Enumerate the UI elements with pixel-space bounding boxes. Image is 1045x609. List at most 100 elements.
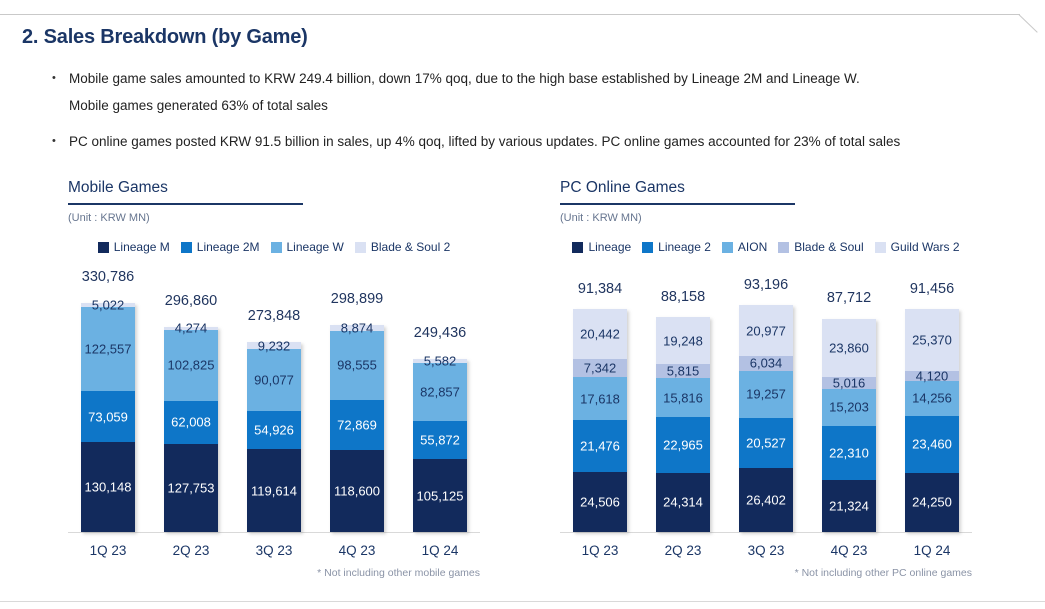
segment-value-label: 19,257	[746, 386, 786, 402]
legend-label: Lineage 2M	[196, 240, 260, 254]
legend-item: Lineage 2	[642, 240, 711, 254]
bar-segment: 19,248	[656, 317, 710, 365]
category-label: 4Q 23	[338, 543, 376, 558]
legend-item: Lineage W	[270, 240, 344, 254]
bar-segment: 24,506	[573, 472, 627, 532]
bullet-item: • PC online games posted KRW 91.5 billio…	[50, 128, 1017, 155]
legend-swatch-icon	[180, 241, 192, 253]
unit-label: (Unit : KRW MN)	[560, 212, 642, 224]
bar-segment: 4,274	[164, 321, 218, 336]
segment-value-label: 82,857	[420, 384, 460, 400]
segment-value-label: 54,926	[254, 422, 294, 438]
category-label: 3Q 23	[747, 543, 785, 558]
mobile-games-chart-panel: Mobile Games (Unit : KRW MN) Lineage M Li…	[68, 179, 480, 579]
segment-value-label: 22,310	[829, 445, 869, 461]
bar-segment: 26,402	[739, 467, 793, 532]
bar-segment: 118,600	[330, 449, 384, 532]
stacked-bar: 118,600 72,869 98,555 8,874	[330, 321, 384, 532]
bar-segment: 5,582	[413, 354, 467, 369]
segment-value-label: 72,869	[337, 417, 377, 433]
segment-value-label: 15,203	[829, 399, 869, 415]
bar-segment: 5,016	[822, 375, 876, 390]
stacked-bar-plot: 130,148 73,059 122,557 5,022 330,786 1Q 23 127…	[68, 264, 480, 558]
segment-value-label: 119,614	[250, 483, 298, 499]
segment-value-label: 127,753	[167, 480, 215, 496]
segment-value-label: 4,274	[174, 320, 208, 336]
stacked-bar: 119,614 54,926 90,077 9,232	[247, 338, 301, 532]
legend-label: Lineage W	[286, 240, 344, 254]
bar-segment: 24,314	[656, 472, 710, 532]
segment-value-label: 25,370	[912, 332, 952, 348]
bullet-dot: •	[52, 72, 56, 84]
bar-total-label: 330,786	[81, 269, 135, 285]
unit-label: (Unit : KRW MN)	[68, 212, 150, 224]
bar-group: 119,614 54,926 90,077 9,232 273,848 3Q 23	[247, 264, 301, 558]
stacked-bar: 21,324 22,310 15,203 5,016 23,860	[822, 318, 876, 532]
bar-segment: 24,250	[905, 472, 959, 532]
bar-total-label: 296,860	[164, 292, 218, 309]
bar-group: 21,324 22,310 15,203 5,016 23,860 87,712 4Q 23	[822, 264, 876, 558]
bar-group: 130,148 73,059 122,557 5,022 330,786 1Q 23	[81, 264, 135, 558]
segment-value-label: 21,324	[829, 498, 869, 514]
category-label: 1Q 23	[89, 543, 127, 558]
bar-total-label: 93,196	[743, 277, 789, 293]
bar-segment: 6,034	[739, 356, 793, 371]
segment-value-label: 20,977	[746, 323, 786, 339]
bullet-item: • Mobile game sales amounted to KRW 249.…	[50, 65, 1017, 119]
bar-total-label: 88,158	[660, 289, 706, 306]
bar-group: 118,600 72,869 98,555 8,874 298,899 4Q 23	[330, 264, 384, 558]
bullet-line: Mobile games generated 63% of total sale…	[69, 98, 328, 113]
segment-value-label: 19,248	[663, 333, 703, 349]
bar-group: 24,506 21,476 17,618 7,342 20,442 91,384 1Q 23	[573, 264, 627, 558]
bullet-list: • Mobile game sales amounted to KRW 249.…	[50, 65, 1017, 155]
legend-swatch-icon	[874, 241, 886, 253]
chart-footnote: * Not including other mobile games	[317, 567, 480, 579]
stacked-bar: 130,148 73,059 122,557 5,022	[81, 297, 135, 532]
bar-group: 24,250 23,460 14,256 4,120 25,370 91,456 1Q 24	[905, 264, 959, 558]
segment-value-label: 24,250	[912, 494, 952, 510]
legend-swatch-icon	[778, 241, 790, 253]
bar-segment: 90,077	[247, 348, 301, 412]
legend-swatch-icon	[642, 241, 654, 253]
segment-value-label: 90,077	[254, 372, 294, 388]
bar-segment: 9,232	[247, 338, 301, 353]
legend-label: Lineage 2	[658, 240, 711, 254]
bar-segment: 20,527	[739, 417, 793, 468]
bar-group: 26,402 20,527 19,257 6,034 20,977 93,196 3Q 23	[739, 264, 793, 558]
category-label: 4Q 23	[830, 543, 868, 558]
category-label: 2Q 23	[664, 543, 702, 558]
bar-group: 24,314 22,965 15,816 5,815 19,248 88,158 2Q 23	[656, 264, 710, 558]
bar-segment: 55,872	[413, 420, 467, 460]
segment-value-label: 24,314	[663, 494, 703, 510]
segment-value-label: 22,965	[663, 437, 703, 453]
category-label: 2Q 23	[172, 543, 210, 558]
segment-value-label: 105,125	[416, 488, 464, 504]
bar-total-label: 91,456	[909, 281, 955, 298]
category-label: 3Q 23	[255, 543, 293, 558]
segment-value-label: 17,618	[580, 391, 620, 407]
segment-value-label: 23,460	[912, 436, 952, 452]
bar-segment: 14,256	[905, 381, 959, 416]
bar-segment: 98,555	[330, 331, 384, 400]
bar-total-label: 273,848	[247, 308, 301, 325]
segment-value-label: 7,342	[583, 360, 617, 376]
bar-segment: 82,857	[413, 363, 467, 421]
legend-item: Blade & Soul	[778, 240, 864, 254]
segment-value-label: 130,148	[84, 479, 132, 495]
bar-segment: 20,977	[739, 305, 793, 357]
legend-swatch-icon	[97, 241, 109, 253]
legend-item: Lineage M	[97, 240, 170, 254]
legend-label: Lineage M	[113, 240, 170, 254]
stacked-bar: 127,753 62,008 102,825 4,274	[164, 321, 218, 532]
legend-swatch-icon	[721, 241, 733, 253]
segment-value-label: 15,816	[663, 390, 703, 406]
bar-segment: 130,148	[81, 441, 135, 532]
chart-footnote: * Not including other PC online games	[794, 567, 972, 579]
charts-row: Mobile Games (Unit : KRW MN) Lineage M Li…	[68, 179, 1045, 579]
bar-segment: 22,965	[656, 416, 710, 473]
bar-segment: 73,059	[81, 391, 135, 442]
stacked-bar: 105,125 55,872 82,857 5,582	[413, 354, 467, 532]
bar-segment: 17,618	[573, 377, 627, 421]
bar-segment: 20,442	[573, 309, 627, 360]
